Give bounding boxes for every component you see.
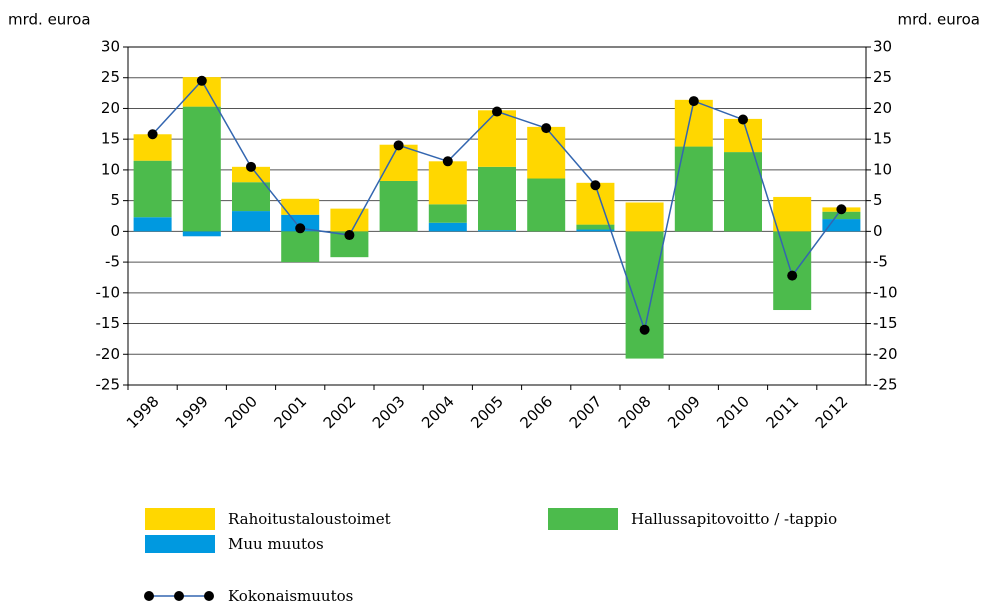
line-marker bbox=[541, 123, 552, 134]
line-marker bbox=[688, 96, 699, 107]
x-tick-label: 1999 bbox=[172, 392, 212, 432]
y2-tick-label: 5 bbox=[873, 191, 883, 209]
y2-tick-label: 20 bbox=[873, 99, 892, 117]
y-tick-label: -20 bbox=[96, 345, 121, 363]
bar-segment bbox=[478, 230, 516, 232]
bar-segment bbox=[379, 144, 418, 181]
legend-label: Kokonaismuutos bbox=[228, 587, 353, 605]
line-marker bbox=[442, 156, 453, 167]
y-axis-label: mrd. euroa bbox=[8, 11, 91, 29]
legend-swatch bbox=[145, 535, 215, 553]
x-tick-label: 2012 bbox=[812, 392, 852, 432]
y-tick-label: -15 bbox=[96, 314, 121, 332]
legend-swatch bbox=[548, 508, 618, 530]
y2-tick-label: -15 bbox=[873, 314, 898, 332]
bar-segment bbox=[674, 146, 713, 232]
x-tick-label: 2008 bbox=[615, 392, 655, 432]
line-marker bbox=[787, 270, 798, 281]
y-tick-label: 30 bbox=[101, 38, 120, 56]
y2-tick-label: -5 bbox=[873, 253, 888, 271]
bar-segment bbox=[724, 152, 762, 232]
bar-segment bbox=[133, 217, 172, 232]
plot-frame bbox=[127, 46, 867, 386]
bar-segment bbox=[478, 166, 516, 231]
line-marker bbox=[295, 223, 306, 234]
bar-segment bbox=[773, 196, 812, 232]
x-tick-label: 2011 bbox=[762, 392, 802, 432]
bar-segment bbox=[232, 182, 270, 212]
line-marker bbox=[344, 230, 355, 241]
bar-segment bbox=[527, 126, 566, 179]
line-marker bbox=[147, 129, 158, 140]
y-tick-label: -10 bbox=[96, 283, 121, 301]
bar-segment bbox=[822, 219, 861, 232]
y-tick-label: 20 bbox=[101, 99, 120, 117]
x-tick-label: 2009 bbox=[664, 392, 704, 432]
line-marker bbox=[639, 324, 650, 335]
y2-tick-label: 30 bbox=[873, 38, 892, 56]
line-marker bbox=[836, 204, 847, 215]
bar-segment bbox=[576, 229, 615, 232]
line-marker bbox=[393, 140, 404, 151]
line-marker bbox=[492, 106, 502, 117]
bar-segment bbox=[182, 231, 221, 237]
line-marker bbox=[246, 161, 256, 172]
x-tick-label: 2010 bbox=[713, 392, 753, 432]
bar-segment bbox=[428, 161, 467, 205]
bar-segment bbox=[527, 178, 566, 232]
x-tick-label: 2002 bbox=[320, 392, 360, 432]
bar-segment bbox=[625, 231, 664, 359]
y-tick-label: 25 bbox=[101, 68, 120, 86]
x-tick-label: 2003 bbox=[369, 392, 409, 432]
line-marker bbox=[738, 114, 748, 125]
y-tick-label: 10 bbox=[101, 160, 120, 178]
bar-segment bbox=[281, 214, 320, 232]
y2-tick-label: 10 bbox=[873, 160, 892, 178]
y-tick-label: 0 bbox=[110, 222, 120, 240]
y2-tick-label: 0 bbox=[873, 222, 883, 240]
bar-segment bbox=[428, 204, 467, 223]
y-tick-label: -25 bbox=[96, 376, 121, 394]
y-tick-label: -5 bbox=[105, 253, 120, 271]
x-tick-label: 2000 bbox=[221, 392, 261, 432]
bar-segment bbox=[822, 211, 861, 220]
legend-marker bbox=[204, 591, 214, 601]
line-marker bbox=[590, 180, 601, 191]
bar-segment bbox=[428, 222, 467, 232]
bar-segment bbox=[232, 211, 270, 232]
bar-segment bbox=[133, 160, 172, 218]
bar-segment bbox=[281, 231, 320, 263]
y2-tick-label: -20 bbox=[873, 345, 898, 363]
legend-marker bbox=[144, 591, 154, 601]
y-tick-label: 15 bbox=[101, 130, 120, 148]
bar-segment bbox=[674, 99, 713, 147]
bar-segment bbox=[478, 110, 516, 167]
y2-tick-label: -10 bbox=[873, 283, 898, 301]
bar-segment bbox=[281, 198, 320, 215]
legend-swatch bbox=[145, 508, 215, 530]
bar-segment bbox=[576, 224, 615, 230]
x-tick-label: 2005 bbox=[467, 392, 507, 432]
y2-tick-label: 15 bbox=[873, 130, 892, 148]
y2-axis-label: mrd. euroa bbox=[897, 11, 980, 29]
legend-label: Rahoitustaloustoimet bbox=[228, 510, 391, 528]
bar-segment bbox=[379, 180, 418, 232]
x-tick-label: 2001 bbox=[270, 392, 310, 432]
bar-segment bbox=[625, 202, 664, 232]
y2-tick-label: -25 bbox=[873, 376, 898, 394]
x-tick-label: 2007 bbox=[566, 392, 606, 432]
y2-tick-label: 25 bbox=[873, 68, 892, 86]
legend-label: Hallussapitovoitto / -tappio bbox=[631, 510, 837, 528]
bar-segment bbox=[182, 106, 221, 232]
legend-label: Muu muutos bbox=[228, 535, 324, 553]
x-tick-label: 1998 bbox=[123, 392, 163, 432]
legend-marker bbox=[174, 591, 184, 601]
x-tick-label: 2006 bbox=[516, 392, 556, 432]
bar-segment bbox=[330, 208, 369, 232]
line-marker bbox=[196, 75, 207, 86]
y-tick-label: 5 bbox=[110, 191, 120, 209]
x-tick-label: 2004 bbox=[418, 392, 458, 432]
